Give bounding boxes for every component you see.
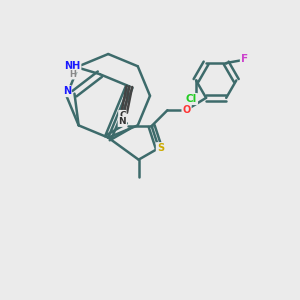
Text: S: S [157, 143, 164, 153]
Text: N: N [63, 86, 71, 96]
Text: N: N [118, 117, 126, 126]
Text: NH: NH [64, 61, 80, 71]
Text: F: F [241, 54, 248, 64]
Text: C: C [119, 111, 126, 120]
Text: H: H [69, 70, 76, 79]
Text: Cl: Cl [186, 94, 197, 104]
Text: O: O [182, 105, 191, 115]
